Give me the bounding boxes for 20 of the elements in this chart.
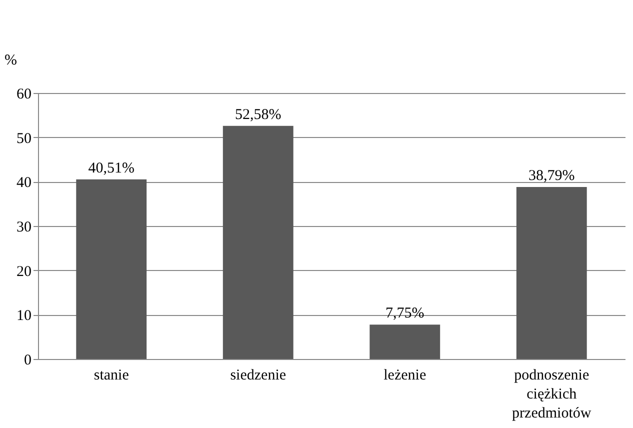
x-tick-label: podnoszenie ciężkich przedmiotów: [512, 368, 592, 422]
data-label: 38,79%: [528, 168, 575, 184]
bar: [222, 126, 294, 359]
y-tick-label: 50: [16, 130, 32, 147]
y-tick-label: 10: [16, 308, 32, 324]
x-tick-label: siedzenie: [230, 368, 286, 384]
data-label: 52,58%: [235, 106, 282, 123]
y-tick-label: 30: [16, 220, 32, 236]
y-axis-title: %: [4, 52, 17, 68]
y-tick-label: 40: [16, 175, 32, 192]
bar: [76, 179, 147, 359]
y-tick-label: 0: [24, 352, 32, 368]
y-tick-label: 60: [16, 86, 32, 102]
x-tick-label: stanie: [94, 368, 130, 384]
x-tick-label: leżenie: [384, 368, 426, 384]
data-label: 40,51%: [88, 160, 134, 176]
y-tick-label: 20: [16, 264, 32, 280]
bar: [516, 187, 587, 359]
bar: [370, 324, 440, 359]
data-label: 7,75%: [386, 306, 424, 322]
